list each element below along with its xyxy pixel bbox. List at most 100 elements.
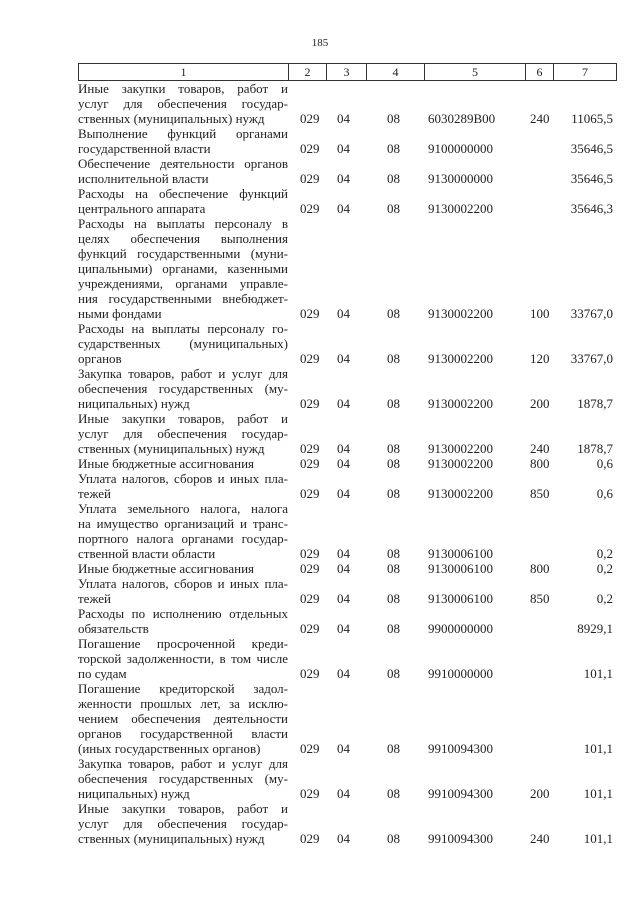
cell-c5: 9130002200 [428, 306, 493, 321]
cell-c3: 04 [337, 396, 350, 411]
cell-c5: 9910000000 [428, 666, 493, 681]
description-line: Иные закупки товаров, работ и [78, 411, 288, 426]
cell-c4: 08 [387, 351, 400, 366]
cell-c2: 029 [300, 306, 320, 321]
cell-c4: 08 [387, 171, 400, 186]
cell-c4: 08 [387, 201, 400, 216]
description-line: Выполнение функций органами [78, 126, 288, 141]
row-description: Уплата налогов, сборов и иных пла-тежей [78, 576, 288, 606]
cell-c3: 04 [337, 561, 350, 576]
row-description: Расходы на выплаты персоналу го-сударств… [78, 321, 288, 366]
cell-c5: 9130000000 [428, 171, 493, 186]
cell-c7: 0,2 [596, 561, 613, 576]
description-line: обязательств [78, 621, 149, 636]
cell-c3: 04 [337, 351, 350, 366]
cell-c2: 029 [300, 741, 320, 756]
row-description: Расходы на обеспечение функций центрально… [78, 186, 288, 216]
cell-c3: 04 [337, 591, 350, 606]
cell-c5: 9910094300 [428, 786, 493, 801]
cell-c7: 0,2 [596, 546, 613, 561]
table-row: Закупка товаров, работ и услуг для обеспе… [78, 366, 618, 411]
description-line: (иных государственных органов) [78, 741, 261, 756]
cell-c3: 04 [337, 546, 350, 561]
description-line: Иные бюджетные ассигнования [78, 456, 255, 471]
cell-c2: 029 [300, 831, 320, 846]
description-line: обеспечения государственных (му- [78, 771, 288, 786]
cell-c2: 029 [300, 111, 320, 126]
cell-c4: 08 [387, 456, 400, 471]
description-line: ственных (муниципальных) нужд [78, 441, 265, 456]
description-line: Погашение кредиторской задол- [78, 681, 288, 696]
description-line: женности прошлых лет, за исклю- [78, 696, 288, 711]
table-row: Погашение просроченной креди-торской зад… [78, 636, 618, 681]
cell-c3: 04 [337, 441, 350, 456]
cell-c7: 1878,7 [577, 396, 613, 411]
cell-c7: 0,6 [596, 456, 613, 471]
table-header: 1 2 3 4 5 6 7 [78, 63, 617, 81]
description-line: Закупка товаров, работ и услуг для [78, 366, 288, 381]
table-row: Иные закупки товаров, работ и услуг для о… [78, 801, 618, 846]
cell-c3: 04 [337, 666, 350, 681]
cell-c6: 800 [530, 456, 550, 471]
cell-c7: 0,6 [596, 486, 613, 501]
row-description: Уплата земельного налога, налога на имуще… [78, 501, 288, 561]
cell-c5: 9130002200 [428, 201, 493, 216]
cell-c5: 9130002200 [428, 456, 493, 471]
cell-c4: 08 [387, 591, 400, 606]
description-line: функций государственными (муни- [78, 246, 288, 261]
description-line: Закупка товаров, работ и услуг для [78, 756, 288, 771]
cell-c5: 9130006100 [428, 591, 493, 606]
description-line: ципальными) органами, казенными [78, 261, 288, 276]
table-row: Уплата земельного налога, налога на имуще… [78, 501, 618, 561]
cell-c6: 100 [530, 306, 550, 321]
table-row: Уплата налогов, сборов и иных пла-тежей 0… [78, 471, 618, 501]
cell-c6: 240 [530, 111, 550, 126]
description-line: ственных (муниципальных) нужд [78, 831, 265, 846]
cell-c2: 029 [300, 456, 320, 471]
description-line: Иные закупки товаров, работ и [78, 81, 288, 96]
cell-c6: 800 [530, 561, 550, 576]
description-line: государственной власти [78, 141, 211, 156]
cell-c6: 240 [530, 831, 550, 846]
cell-c4: 08 [387, 111, 400, 126]
cell-c4: 08 [387, 666, 400, 681]
cell-c3: 04 [337, 141, 350, 156]
description-line: органов [78, 351, 122, 366]
table-row: Расходы на обеспечение функций центрально… [78, 186, 618, 216]
row-description: Иные закупки товаров, работ и услуг для о… [78, 81, 288, 126]
table-row: Расходы по исполнению отдельных обязатель… [78, 606, 618, 636]
header-col-1: 1 [79, 64, 289, 80]
row-description: Иные бюджетные ассигнования [78, 561, 288, 576]
description-line: целях обеспечения выполнения [78, 231, 288, 246]
description-line: Расходы на выплаты персоналу го- [78, 321, 288, 336]
header-col-2: 2 [289, 64, 327, 80]
description-line: Расходы на обеспечение функций [78, 186, 288, 201]
cell-c6: 850 [530, 486, 550, 501]
header-col-6: 6 [526, 64, 554, 80]
cell-c3: 04 [337, 111, 350, 126]
cell-c4: 08 [387, 741, 400, 756]
cell-c2: 029 [300, 171, 320, 186]
table-row: Выполнение функций органами государственн… [78, 126, 618, 156]
description-line: по судам [78, 666, 127, 681]
row-description: Иные бюджетные ассигнования [78, 456, 288, 471]
cell-c2: 029 [300, 141, 320, 156]
cell-c5: 9900000000 [428, 621, 493, 636]
cell-c7: 35646,5 [570, 141, 613, 156]
cell-c6: 240 [530, 441, 550, 456]
cell-c7: 35646,3 [570, 201, 613, 216]
description-line: тежей [78, 486, 111, 501]
cell-c4: 08 [387, 561, 400, 576]
cell-c4: 08 [387, 486, 400, 501]
description-line: органов государственной власти [78, 726, 288, 741]
cell-c5: 6030289В00 [428, 111, 496, 126]
cell-c4: 08 [387, 546, 400, 561]
cell-c4: 08 [387, 306, 400, 321]
cell-c3: 04 [337, 486, 350, 501]
description-line: на имущество организаций и транс- [78, 516, 288, 531]
cell-c7: 35646,5 [570, 171, 613, 186]
description-line: Расходы на выплаты персоналу в [78, 216, 288, 231]
cell-c7: 11065,5 [571, 111, 613, 126]
row-description: Расходы по исполнению отдельных обязатель… [78, 606, 288, 636]
